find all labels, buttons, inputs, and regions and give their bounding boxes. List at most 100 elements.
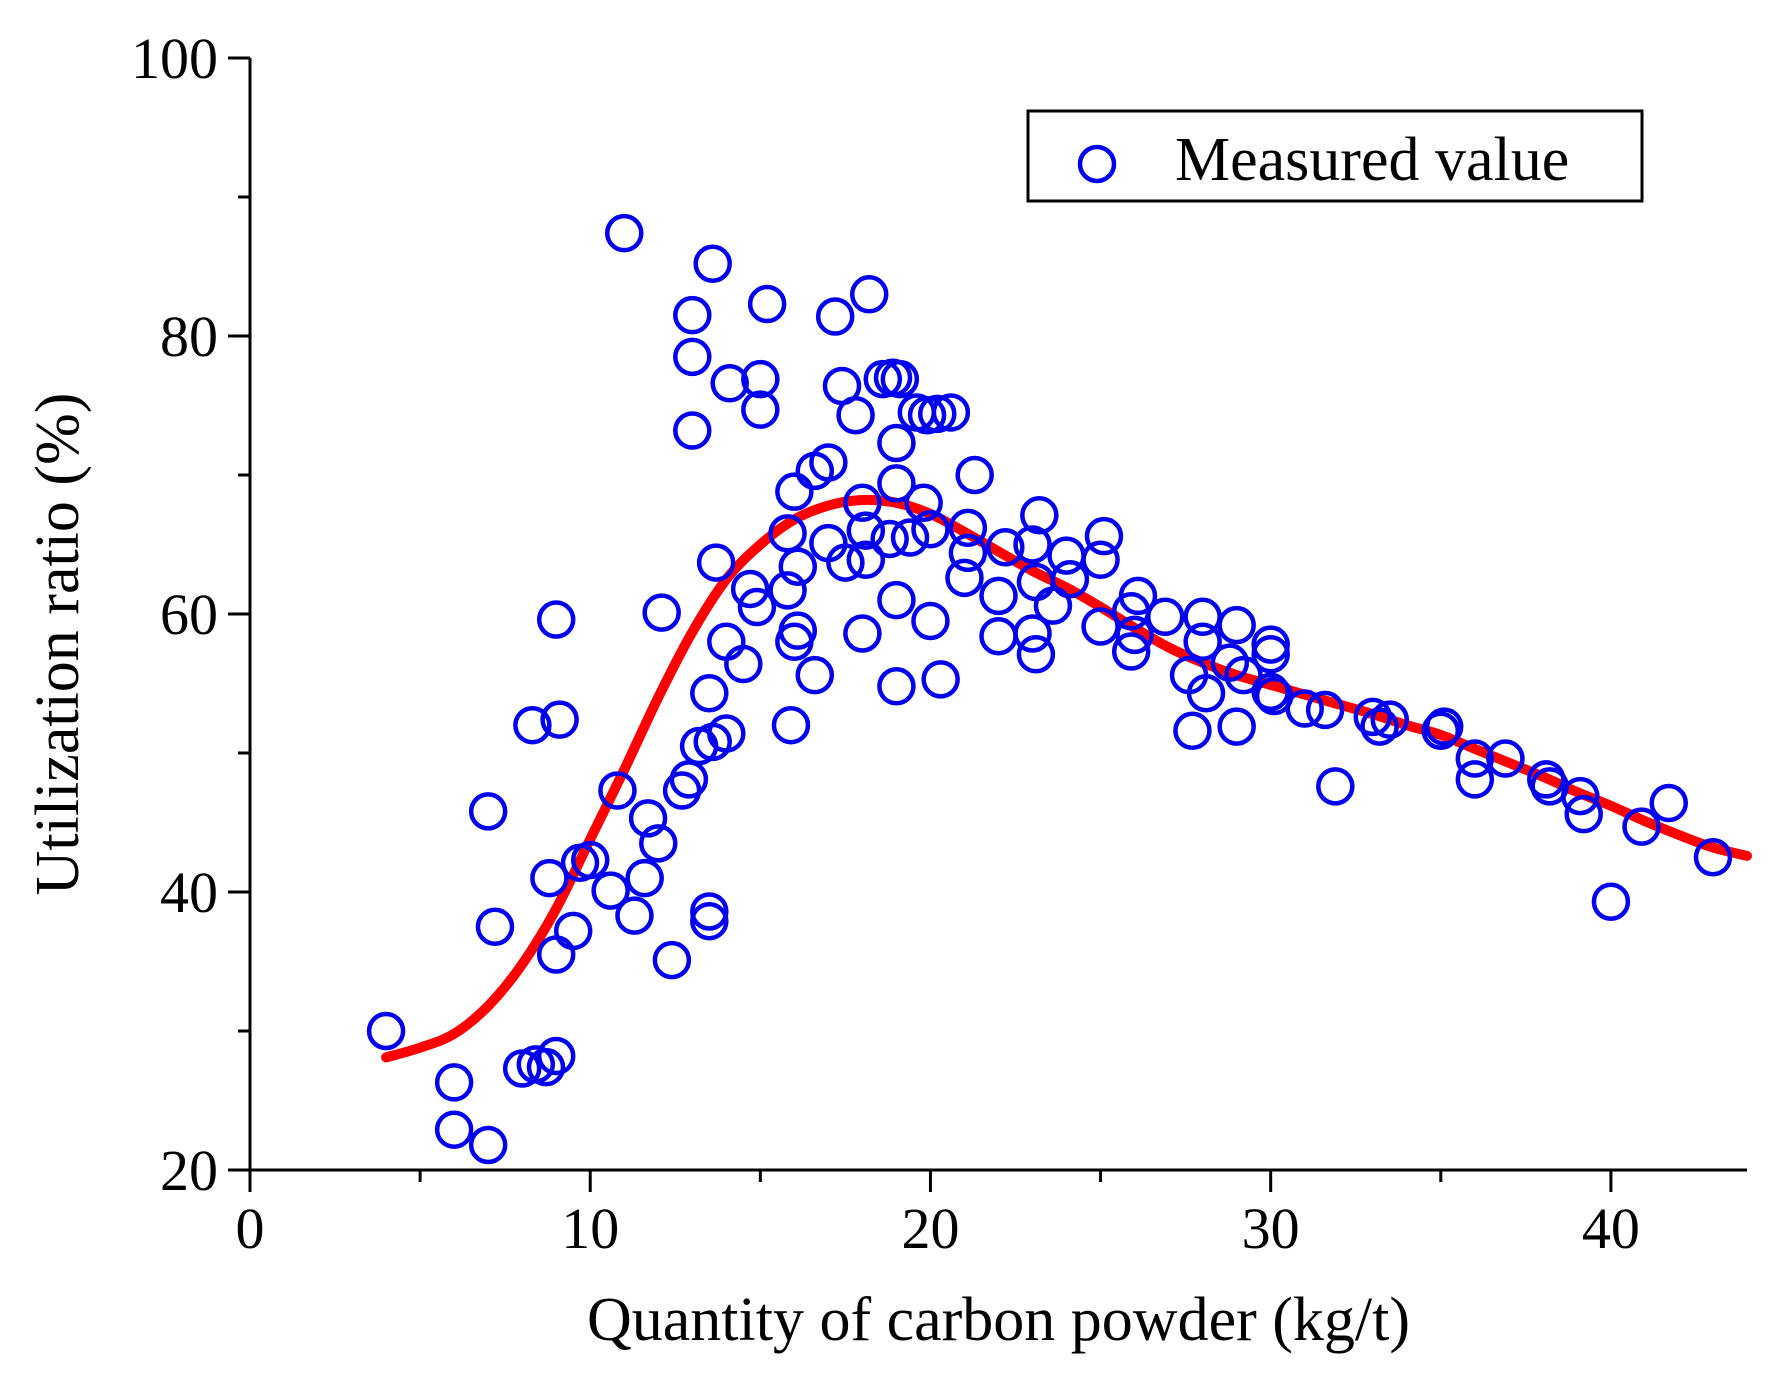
data-point [690, 892, 729, 931]
data-point [1622, 807, 1661, 846]
data-point [843, 483, 882, 523]
data-point [673, 337, 712, 377]
data-point [1285, 689, 1324, 728]
data-point [1305, 690, 1345, 730]
x-tick-label: 30 [1242, 1196, 1300, 1261]
data-point [955, 455, 994, 495]
data-point [1020, 496, 1059, 535]
legend-marker-icon [1077, 144, 1117, 184]
data-point [475, 907, 515, 946]
data-point [931, 393, 971, 432]
data-point [366, 1011, 406, 1051]
data-point [768, 514, 807, 553]
data-point [605, 213, 644, 253]
data-point [1013, 614, 1052, 653]
data-point [1649, 783, 1688, 823]
y-axis-title: Utilization ratio (%) [24, 393, 92, 896]
data-point [1081, 540, 1120, 580]
data-point [669, 760, 709, 799]
x-axis-title: Quantity of carbon powder (kg/t) [587, 1286, 1410, 1354]
data-point [768, 571, 807, 610]
data-point [625, 858, 664, 898]
data-point [1033, 586, 1073, 625]
data-point [986, 528, 1025, 567]
y-tick-label: 40 [160, 860, 218, 925]
data-point [673, 295, 712, 335]
data-point [809, 443, 848, 482]
data-point [1424, 707, 1464, 746]
data-point [741, 390, 780, 429]
y-tick-label: 60 [160, 582, 218, 647]
data-point [696, 543, 736, 582]
data-point [693, 244, 732, 283]
data-point [843, 614, 882, 653]
data-point [639, 824, 678, 863]
data-point [911, 509, 950, 549]
data-point [911, 601, 950, 641]
data-point [904, 483, 943, 523]
data-point [826, 543, 865, 582]
data-point [815, 297, 855, 336]
data-point [1013, 525, 1052, 564]
data-point [890, 518, 930, 557]
data-point [741, 359, 780, 399]
data-point [1217, 707, 1256, 746]
x-tick-label: 40 [1582, 1196, 1640, 1261]
y-ticks-layer: 20 40 60 80 100 [131, 26, 250, 1203]
data-point [877, 464, 916, 503]
data-point [730, 569, 770, 609]
data-point [1251, 672, 1290, 712]
data-point [598, 771, 637, 810]
data-point [1455, 760, 1495, 799]
data-point [724, 644, 763, 684]
data-point [1360, 707, 1399, 746]
data-point [795, 655, 835, 695]
data-point [775, 472, 814, 511]
x-tick-label: 10 [561, 1196, 619, 1261]
data-point [877, 423, 916, 463]
y-tick-label: 20 [160, 1138, 218, 1203]
data-point [1173, 711, 1212, 751]
data-point [710, 364, 749, 403]
legend-box [1026, 109, 1644, 203]
data-point [1421, 711, 1461, 751]
data-point [1591, 882, 1631, 921]
data-point [1186, 673, 1226, 713]
data-point [536, 1036, 576, 1076]
data-point [1251, 625, 1290, 664]
data-point [1145, 597, 1185, 637]
data-point [1251, 635, 1290, 674]
data-point [1224, 655, 1263, 695]
x-tick-label: 0 [236, 1196, 265, 1261]
data-point [1353, 697, 1392, 737]
data-point [846, 511, 886, 550]
data-point [1210, 643, 1250, 682]
data-point [836, 395, 875, 435]
data-point [513, 705, 552, 745]
data-points-layer [366, 213, 1733, 1165]
x-tick-label: 20 [901, 1196, 959, 1261]
data-point [921, 660, 960, 699]
data-point [849, 275, 889, 314]
data-point [1084, 516, 1124, 556]
data-point [540, 700, 579, 739]
data-point [1693, 838, 1733, 877]
data-point [880, 359, 920, 399]
y-tick-label: 100 [131, 26, 218, 91]
data-point [1370, 700, 1410, 739]
data-point [690, 901, 729, 941]
data-point [1115, 615, 1154, 655]
data-point [642, 593, 681, 632]
data-point [918, 394, 957, 434]
data-point [870, 519, 909, 559]
data-point [1316, 767, 1355, 806]
data-point [690, 673, 729, 713]
data-point [707, 714, 746, 753]
data-point [945, 558, 984, 598]
data-point [1486, 739, 1525, 778]
data-point [846, 540, 886, 580]
data-point [526, 1047, 566, 1087]
